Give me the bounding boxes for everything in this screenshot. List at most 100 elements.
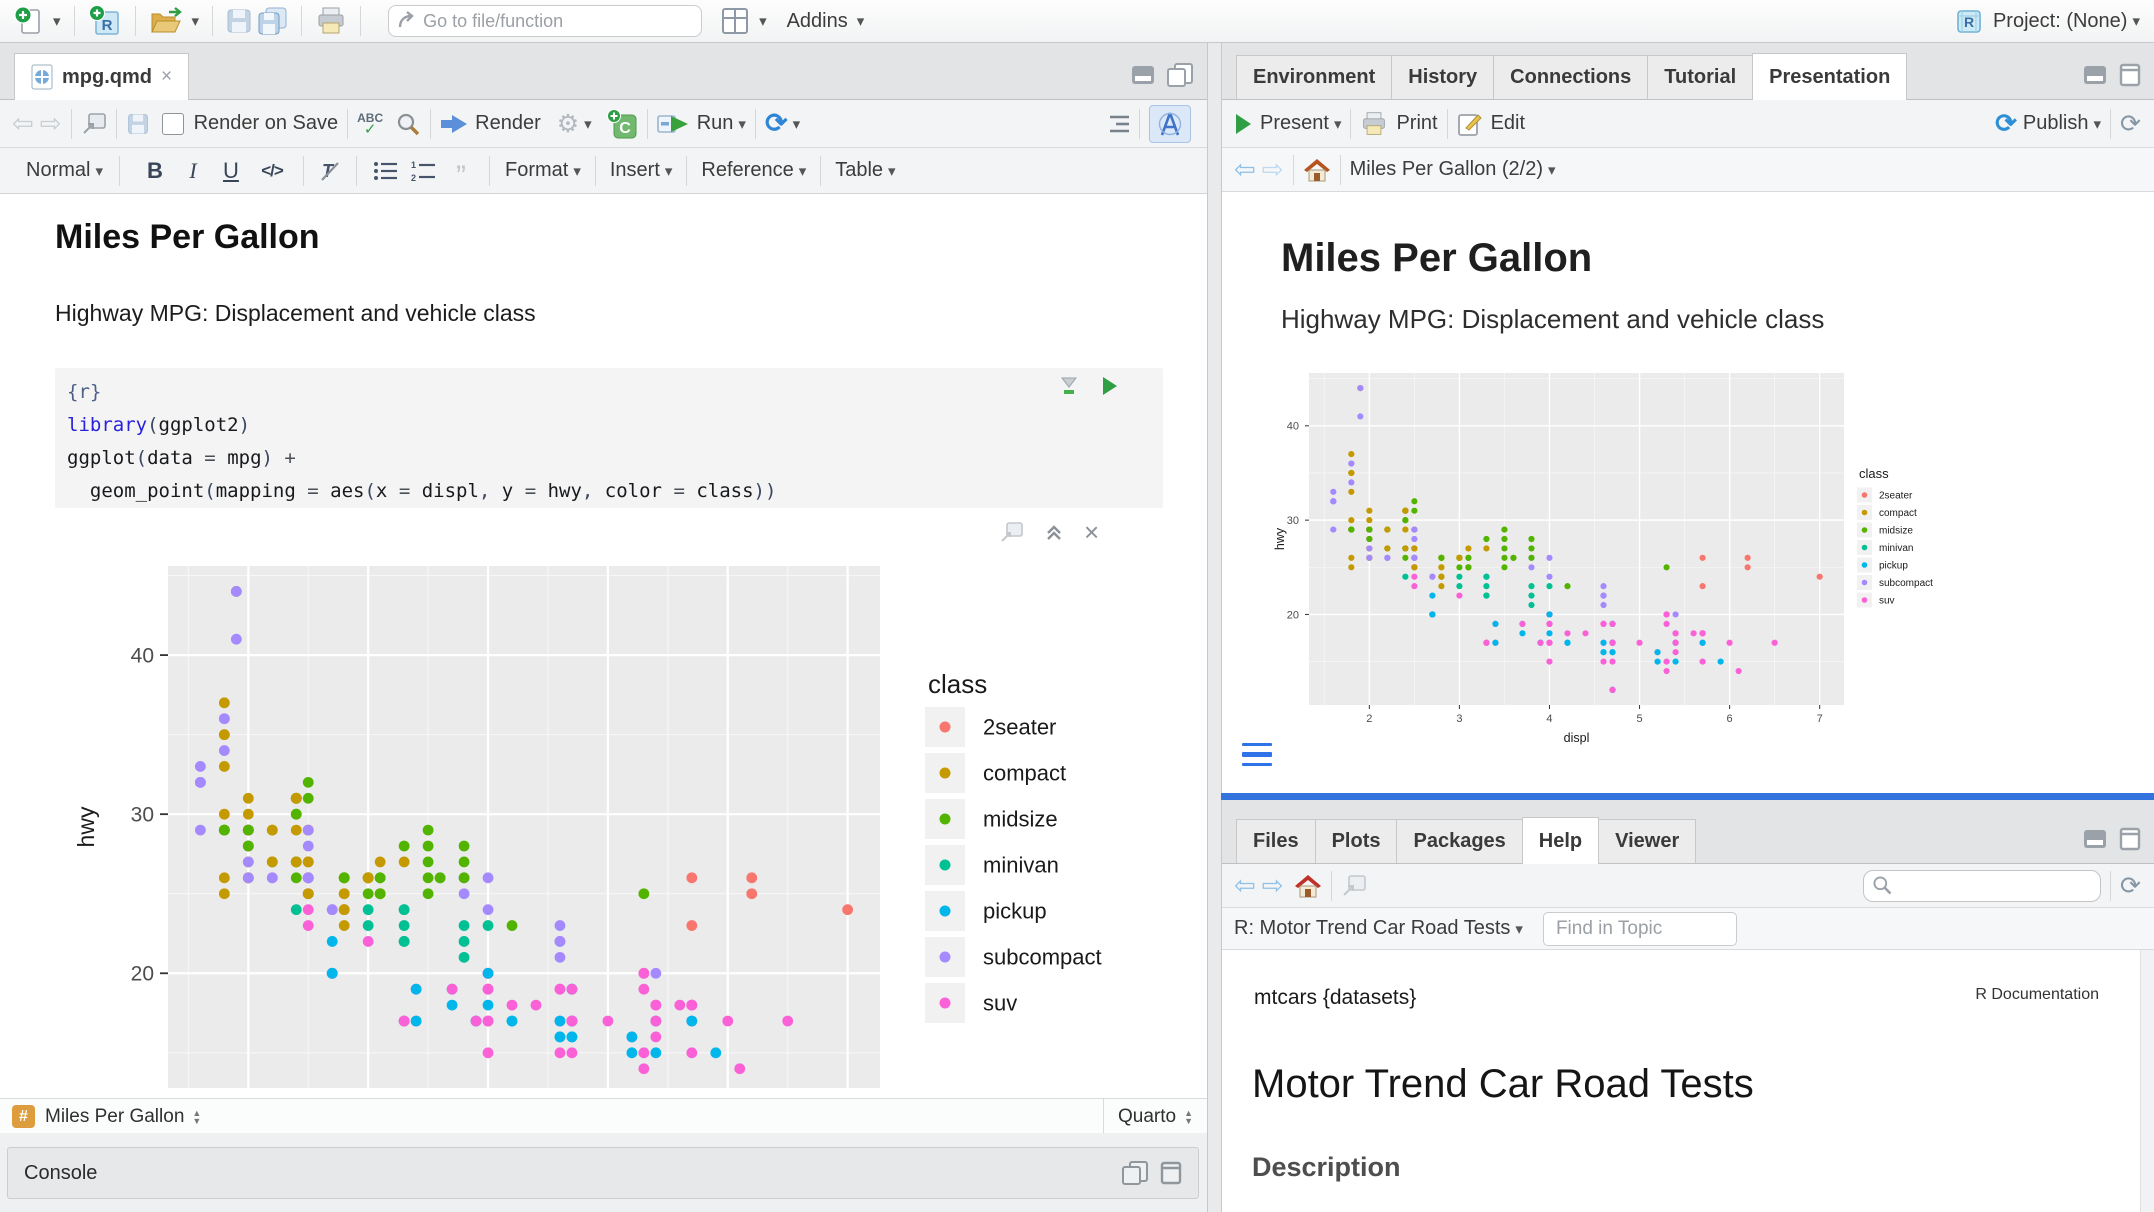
popout-window-icon[interactable] [81,112,107,136]
clear-formatting-icon[interactable]: T [313,160,347,182]
restore-pane-icon[interactable] [1122,1161,1148,1185]
save-icon[interactable] [226,7,252,35]
collapse-output-icon[interactable] [1044,522,1064,542]
underline-button[interactable]: U [223,157,239,183]
code-chunk[interactable]: {r} library(ggplot2) ggplot(data = mpg) + … [55,368,1163,508]
minimize-pane-icon[interactable] [2083,63,2107,87]
paragraph-style-select[interactable]: Normal [26,159,91,181]
addins-menu[interactable]: Addins [786,9,848,32]
chevron-down-icon[interactable]: ▾ [95,162,103,180]
minimize-pane-icon[interactable] [1131,63,1155,87]
project-selector[interactable]: R Project: (None) ▾ [1953,5,2140,37]
popout-output-icon[interactable] [1000,521,1024,543]
reference-menu[interactable]: Reference [701,159,794,181]
edit-button[interactable]: Edit [1490,112,1526,134]
tab-environment[interactable]: Environment [1236,55,1393,99]
forward-icon[interactable]: ⇨ [1261,154,1284,184]
tab-presentation[interactable]: Presentation [1752,53,1908,100]
chevron-down-icon[interactable]: ▾ [573,162,581,180]
chevron-down-icon[interactable]: ▾ [584,115,592,133]
tab-connections[interactable]: Connections [1493,55,1649,99]
render-button[interactable]: Render [475,112,541,134]
popout-window-icon[interactable] [1341,874,1367,898]
publish-icon[interactable]: ⟳ [1995,108,2017,138]
go-to-file-input[interactable] [388,5,703,37]
new-file-icon[interactable] [14,5,44,37]
tab-history[interactable]: History [1391,55,1495,99]
new-project-icon[interactable]: R [88,4,122,38]
bullet-list-icon[interactable] [366,160,404,182]
italic-button[interactable]: I [189,157,197,183]
open-file-icon[interactable] [149,6,183,36]
tab-files[interactable]: Files [1236,819,1316,863]
find-in-topic-input[interactable] [1542,911,1737,946]
back-icon[interactable]: ⇦ [1234,154,1256,184]
section-selector[interactable]: Miles Per Gallon [45,1105,185,1127]
search-in-file-icon[interactable] [395,111,421,137]
forward-icon[interactable]: ⇨ [39,108,62,138]
close-output-icon[interactable]: × [1084,517,1100,547]
save-icon[interactable] [126,112,150,136]
chevron-down-icon[interactable]: ▾ [664,162,673,180]
pane-resize-handle[interactable] [1221,793,2154,800]
code-format-button[interactable]: </> [261,160,284,180]
tab-help[interactable]: Help [1521,817,1600,864]
panes-layout-icon[interactable] [720,6,750,36]
close-icon[interactable]: × [161,66,173,87]
chevron-down-icon[interactable]: ▾ [1548,161,1556,179]
run-chunk-icon[interactable] [1101,376,1119,396]
refresh-icon[interactable]: ⟳ [2120,109,2141,138]
print-icon[interactable] [1360,111,1388,137]
render-on-save-checkbox[interactable] [161,112,184,135]
home-icon[interactable] [1294,873,1322,899]
gear-icon[interactable]: ⚙ [556,109,580,138]
chevron-down-icon[interactable]: ▾ [738,115,746,133]
outline-icon[interactable] [1104,114,1130,134]
back-icon[interactable]: ⇦ [12,108,34,138]
present-button[interactable]: Present [1260,112,1329,134]
bold-button[interactable]: B [147,157,163,183]
chevron-down-icon[interactable]: ▾ [856,13,865,30]
maximize-pane-icon[interactable] [1167,63,1193,87]
save-all-icon[interactable] [256,6,288,36]
present-icon[interactable] [1234,113,1252,135]
visual-editor-document[interactable]: Miles Per Gallon Highway MPG: Displaceme… [0,194,1207,1098]
chevron-down-icon[interactable]: ▾ [2093,115,2102,133]
edit-icon[interactable] [1457,111,1483,137]
scrollbar-track[interactable] [2140,950,2154,1212]
tab-packages[interactable]: Packages [1396,819,1523,863]
rerun-icon[interactable]: ⟳ [764,108,788,138]
table-menu[interactable]: Table [835,159,884,181]
print-button[interactable]: Print [1396,112,1438,134]
topic-selector[interactable]: R: Motor Trend Car Road Tests [1234,917,1511,939]
maximize-console-icon[interactable] [1160,1161,1182,1185]
render-on-save-label[interactable]: Render on Save [193,112,339,134]
visual-editor-toggle[interactable] [1149,104,1191,143]
print-icon[interactable] [315,6,347,36]
run-icon[interactable] [656,112,691,136]
publish-button[interactable]: Publish [2022,112,2089,134]
spellcheck-icon[interactable]: ABC ✓ [357,110,384,138]
minimize-pane-icon[interactable] [2083,827,2107,851]
chevron-down-icon[interactable]: ▾ [53,13,61,30]
slide-selector[interactable]: Miles Per Gallon (2/2) [1349,158,1543,180]
tab-tutorial[interactable]: Tutorial [1647,55,1754,99]
insert-chunk-icon[interactable]: C [606,108,638,140]
format-menu[interactable]: Format [504,159,569,181]
chevron-down-icon[interactable]: ▾ [759,13,767,30]
chevron-down-icon[interactable]: ▾ [888,162,896,180]
run-button[interactable]: Run [696,112,734,134]
chevron-down-icon[interactable]: ▾ [191,13,200,30]
doc-mode-selector[interactable]: Quarto ▲ ▼ [1102,1099,1207,1134]
chevron-down-icon[interactable]: ▾ [1333,115,1342,133]
home-icon[interactable] [1303,157,1331,183]
refresh-icon[interactable]: ⟳ [2120,871,2141,900]
chevron-down-icon[interactable]: ▾ [798,162,807,180]
insert-menu[interactable]: Insert [609,159,660,181]
help-content[interactable]: mtcars {datasets} R Documentation Motor … [1222,950,2154,1212]
maximize-pane-icon[interactable] [2119,827,2141,851]
chevron-down-icon[interactable]: ▾ [792,115,801,133]
chunk-options-icon[interactable] [1059,376,1079,396]
tab-viewer[interactable]: Viewer [1598,819,1697,863]
